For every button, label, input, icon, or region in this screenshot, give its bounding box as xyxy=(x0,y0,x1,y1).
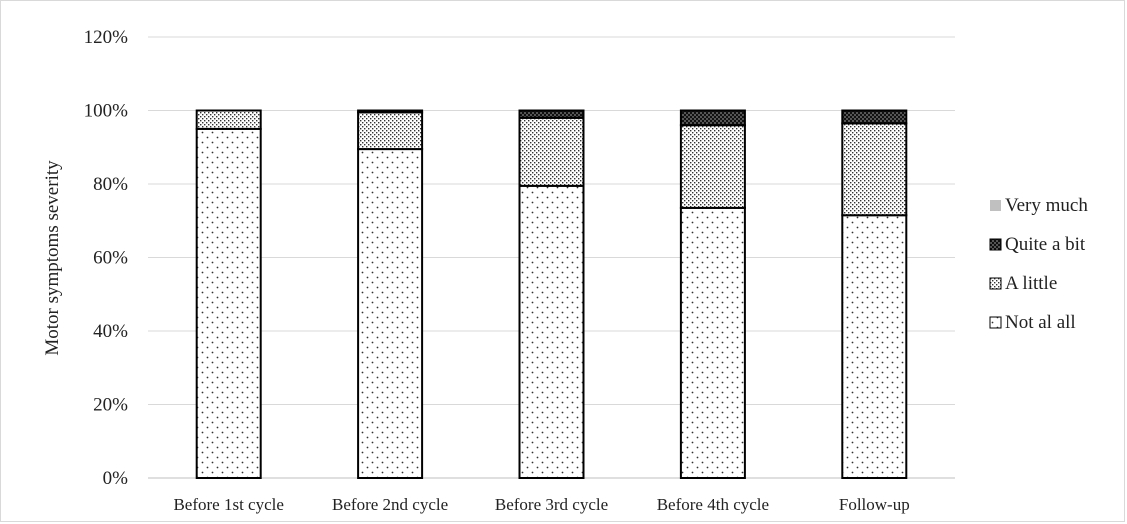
y-axis-title: Motor symptoms severity xyxy=(42,160,63,356)
x-tick-labels: Before 1st cycle Before 2nd cycle Before 3… xyxy=(173,495,909,514)
legend-swatch xyxy=(989,316,1002,329)
legend-label: A little xyxy=(1005,273,1057,294)
y-tick-label: 120% xyxy=(84,27,129,48)
legend-label: Very much xyxy=(1005,195,1088,216)
legend-swatch xyxy=(989,277,1002,290)
legend-label: Not al all xyxy=(1005,312,1076,333)
y-tick-labels: 0% 20% 40% 60% 80% 100% 120% xyxy=(84,27,129,489)
bar-segment xyxy=(679,124,746,209)
y-tick-label: 80% xyxy=(93,174,128,195)
legend: Very much Quite a bit A little Not al all xyxy=(989,195,1088,333)
y-tick-label: 40% xyxy=(93,321,128,342)
bar-segment xyxy=(679,206,746,479)
legend-swatch xyxy=(989,238,1002,251)
bar-segment xyxy=(841,214,908,480)
bar-segment xyxy=(518,184,585,479)
bar-segment xyxy=(841,122,908,217)
bars xyxy=(195,109,908,480)
y-tick-label: 20% xyxy=(93,395,128,416)
bar-segment xyxy=(195,109,262,130)
x-tick-label: Before 3rd cycle xyxy=(495,495,608,514)
bar-segment xyxy=(195,127,262,479)
y-tick-label: 60% xyxy=(93,248,128,269)
legend-label: Quite a bit xyxy=(1005,234,1086,255)
y-tick-label: 100% xyxy=(84,101,129,122)
x-tick-label: Follow-up xyxy=(839,495,910,514)
bar-segment xyxy=(518,116,585,187)
x-tick-label: Before 1st cycle xyxy=(173,495,283,514)
bar-segment xyxy=(841,109,908,125)
x-tick-label: Before 2nd cycle xyxy=(332,495,448,514)
bar-segment xyxy=(518,109,585,119)
y-tick-label: 0% xyxy=(103,468,129,489)
x-tick-label: Before 4th cycle xyxy=(657,495,769,514)
bar-segment xyxy=(357,148,424,479)
bar-segment xyxy=(679,109,746,127)
bar-segment xyxy=(357,109,424,114)
legend-swatch xyxy=(990,200,1001,211)
gridlines xyxy=(148,36,955,479)
bar-segment xyxy=(357,111,424,151)
